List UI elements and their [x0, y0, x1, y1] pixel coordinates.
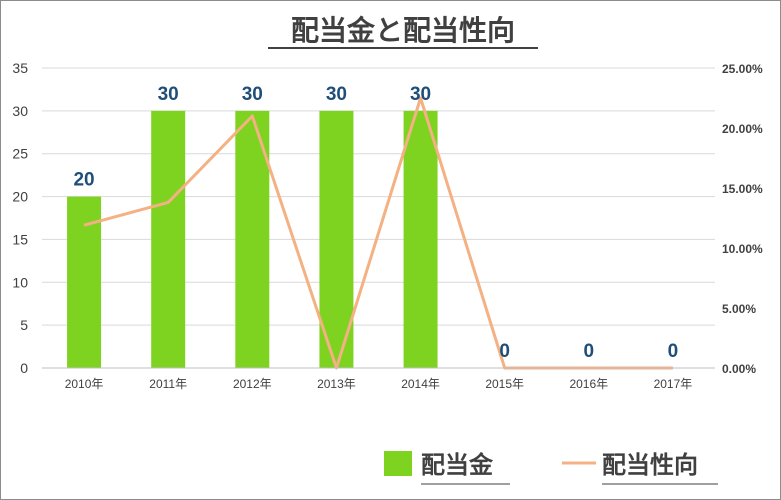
- data-labels: 20 30 30 30 30 0 0 0: [73, 84, 678, 362]
- y-left-tick-label: 15: [12, 231, 28, 247]
- legend-bar-swatch: [384, 451, 412, 476]
- y-right-tick-label: 15.00%: [722, 182, 763, 196]
- bar-data-label: 30: [242, 84, 263, 105]
- y-left-tick-label: 0: [20, 360, 28, 376]
- bar-data-label: 30: [326, 84, 347, 105]
- dividend-bar: [151, 110, 186, 368]
- y-left-tick-label: 30: [12, 103, 28, 119]
- y-right-tick-label: 0.00%: [722, 362, 756, 376]
- x-tick-label: 2011年: [149, 377, 187, 391]
- y-left-tick-label: 35: [12, 60, 28, 76]
- axes: 0 5 10 15 20 25 30 35 0.00% 5.00% 10.00% 15.00% 20.0…: [12, 60, 763, 391]
- x-tick-label: 2010年: [65, 377, 104, 391]
- dividend-bar: [319, 110, 354, 368]
- x-tick-label: 2013年: [317, 377, 356, 391]
- gridlines: [42, 67, 715, 369]
- legend-line-label: 配当性向: [602, 451, 698, 479]
- dividend-bar: [403, 110, 438, 368]
- x-tick-label: 2016年: [569, 377, 608, 391]
- bar-data-label: 30: [158, 84, 179, 105]
- x-tick-label: 2017年: [654, 377, 693, 391]
- y-right-tick-label: 25.00%: [722, 62, 763, 76]
- bar-data-label: 20: [73, 170, 94, 191]
- legend: 配当金 配当性向: [384, 451, 718, 485]
- bar-data-label: 0: [668, 341, 679, 362]
- y-right-tick-label: 10.00%: [722, 242, 763, 256]
- x-tick-label: 2014年: [401, 377, 440, 391]
- bar-data-label: 30: [410, 84, 431, 105]
- bars: [67, 110, 438, 368]
- x-tick-label: 2015年: [485, 377, 524, 391]
- chart-title: 配当金と配当性向: [291, 14, 515, 46]
- bar-data-label: 0: [499, 341, 510, 362]
- y-right-tick-label: 5.00%: [722, 302, 756, 316]
- y-left-tick-label: 10: [12, 274, 28, 290]
- y-left-tick-label: 25: [12, 146, 28, 162]
- y-right-tick-label: 20.00%: [722, 122, 763, 136]
- x-tick-label: 2012年: [233, 377, 272, 391]
- y-left-tick-label: 5: [20, 317, 28, 333]
- y-left-tick-label: 20: [12, 189, 28, 205]
- legend-bar-label: 配当金: [421, 451, 494, 479]
- bar-data-label: 0: [584, 341, 595, 362]
